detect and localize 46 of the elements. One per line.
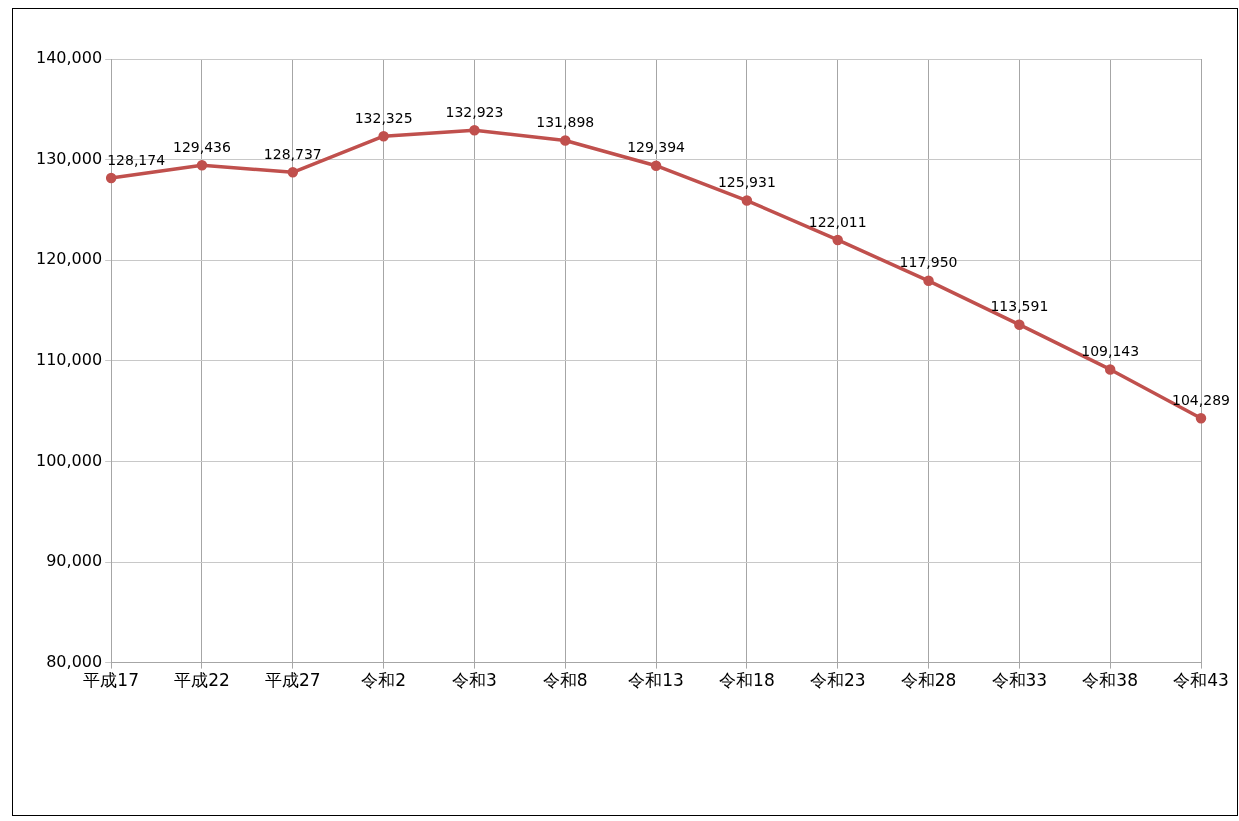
data-label: 128,174 (107, 151, 166, 168)
point (196, 160, 208, 171)
point (1104, 364, 1116, 375)
data-label: 129,436 (173, 138, 232, 155)
data-label: 125,931 (717, 174, 776, 191)
data-label: 128,737 (263, 145, 322, 162)
y-tick-label: 140,000 (35, 48, 103, 68)
y-tick-label: 110,000 (35, 349, 103, 369)
x-tick-label: 令和38 (1082, 670, 1138, 691)
x-tick-label: 令和43 (1173, 670, 1229, 691)
point (469, 124, 480, 136)
x-tick-label: 令和13 (628, 670, 684, 691)
data-label: 117,950 (899, 254, 958, 271)
x-tick-label: 令和33 (991, 670, 1048, 691)
x-tick-label: 令和18 (719, 670, 775, 691)
x-tick-label: 令和3 (452, 670, 497, 691)
data-label: 109,143 (1081, 343, 1140, 360)
x-tick-label: 令和28 (900, 670, 957, 691)
data-label: 122,011 (808, 213, 867, 230)
point (560, 135, 571, 146)
point (1014, 319, 1025, 330)
data-label: 132,923 (445, 103, 504, 120)
point (287, 167, 299, 178)
point (741, 195, 753, 206)
x-tick-label: 令和2 (361, 670, 407, 691)
y-tick-label: 80,000 (46, 651, 103, 671)
data-label: 113,591 (990, 298, 1049, 315)
x-tick-label: 平成27 (264, 670, 321, 691)
data-label: 132,325 (354, 109, 413, 126)
point (923, 275, 934, 287)
x-tick-label: 平成22 (174, 670, 230, 691)
point (105, 172, 117, 184)
x-tick-label: 令和8 (542, 670, 588, 691)
y-tick-label: 90,000 (46, 551, 103, 571)
y-tick-label: 100,000 (35, 450, 103, 470)
point (378, 130, 389, 142)
x-tick-label: 令和23 (809, 670, 866, 691)
point (650, 160, 662, 171)
x-tick-label: 平成17 (83, 670, 139, 691)
data-label: 131,898 (536, 114, 595, 131)
data-label: 129,394 (627, 139, 686, 156)
point (832, 234, 843, 246)
data-label: 104,289 (1172, 391, 1230, 408)
y-tick-label: 120,000 (35, 249, 103, 269)
point (1195, 413, 1207, 424)
y-tick-label: 130,000 (35, 148, 103, 168)
